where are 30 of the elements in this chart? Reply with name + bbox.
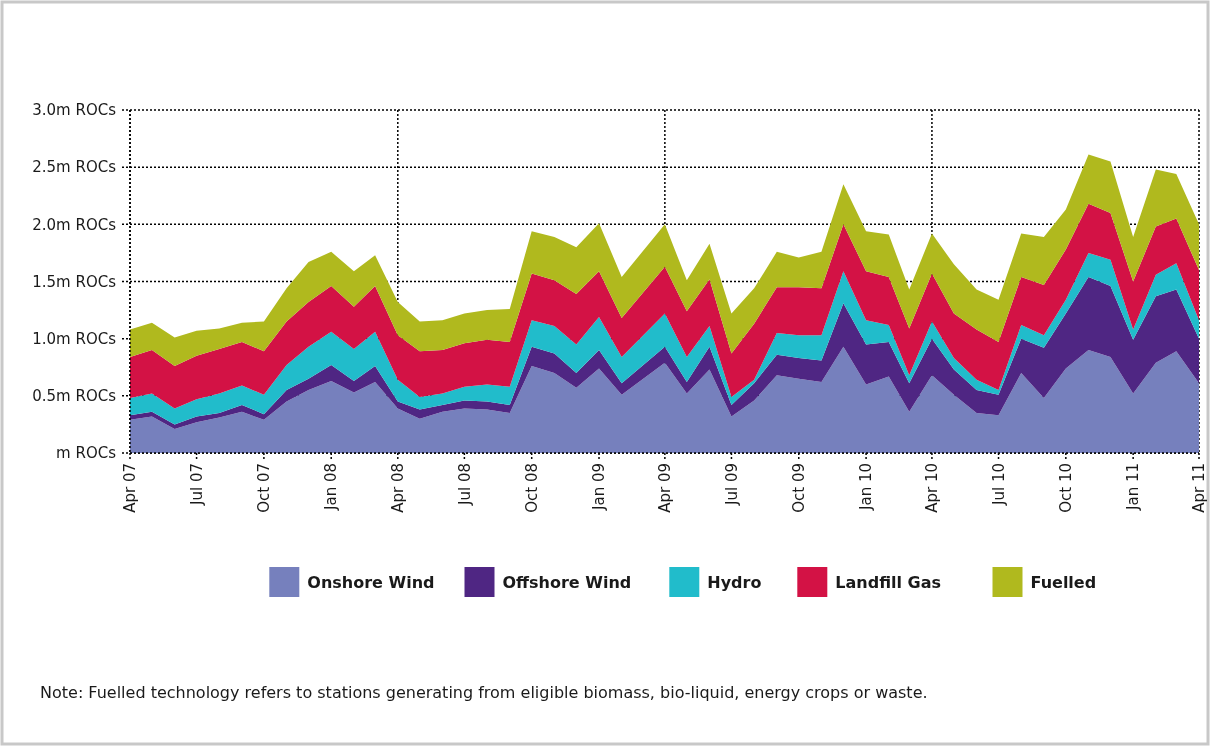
x-tick-label: Apr 09 — [656, 463, 675, 513]
y-tick-label: m ROCs — [56, 444, 117, 463]
x-tick-label: Jan 11 — [1124, 463, 1143, 511]
y-tick-label: 0.5m ROCs — [32, 387, 117, 406]
x-tick-label: Jul 10 — [989, 463, 1008, 506]
y-tick-label: 2.5m ROCs — [32, 158, 117, 177]
legend-label: Offshore Wind — [502, 572, 632, 592]
x-tick-label: Apr 07 — [121, 463, 140, 513]
x-tick-label: Oct 08 — [522, 463, 541, 513]
x-tick-label: Jan 10 — [857, 463, 876, 511]
x-tick-label: Oct 09 — [790, 463, 809, 513]
x-tick-label: Oct 10 — [1057, 463, 1076, 513]
x-tick-label: Apr 10 — [923, 463, 942, 513]
y-tick-label: 2.0m ROCs — [32, 215, 117, 234]
x-tick-label: Jul 08 — [455, 463, 474, 506]
legend-label: Landfill Gas — [835, 572, 941, 592]
x-tick-label: Jan 08 — [322, 463, 341, 511]
x-tick-label: Oct 07 — [255, 463, 274, 513]
y-tick-label: 3.0m ROCs — [32, 101, 117, 120]
legend-label: Hydro — [707, 572, 762, 592]
y-tick-label: 1.5m ROCs — [32, 272, 117, 291]
y-tick-label: 1.0m ROCs — [32, 329, 117, 348]
text: Note: Fuelled technology refers to stations generating from eligible biomass, bio-liquid, energy crops or waste. — [40, 682, 928, 702]
x-tick-label: Jul 07 — [187, 463, 206, 506]
x-tick-label: Jan 09 — [590, 463, 609, 511]
x-tick-label: Jul 09 — [722, 463, 741, 506]
legend-label: Fuelled — [1030, 572, 1097, 592]
legend-label: Onshore Wind — [307, 572, 435, 592]
x-tick-label: Apr 08 — [389, 463, 408, 513]
x-tick-label: Apr 11 — [1190, 463, 1209, 513]
